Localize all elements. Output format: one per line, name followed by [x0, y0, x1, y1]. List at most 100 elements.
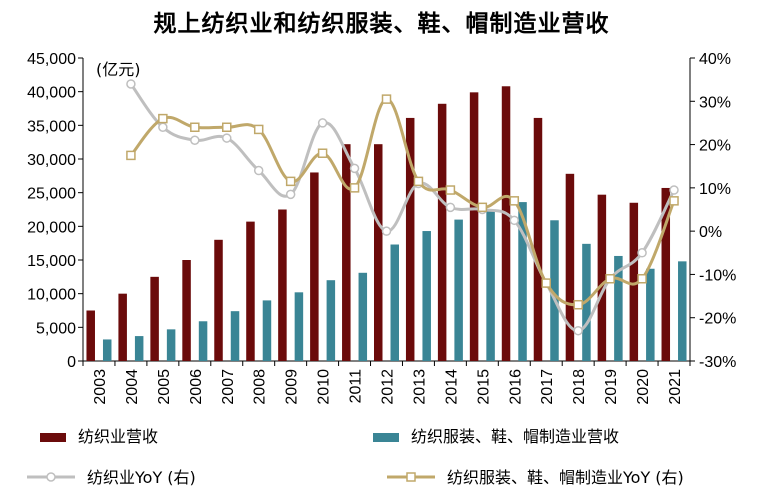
textile-yoy-point-2009 — [285, 189, 296, 200]
bar-apparel-2007 — [230, 311, 240, 361]
left-tick-label: 45,000 — [27, 51, 76, 68]
apparel-yoy-point-2008 — [253, 124, 264, 135]
bar-textile-2018 — [565, 173, 575, 361]
right-tick-label: 0% — [699, 224, 722, 241]
x-tick-label: 2010 — [316, 369, 333, 405]
apparel-yoy-line — [129, 97, 676, 307]
bar-apparel-2016 — [518, 202, 527, 361]
bar-textile-2008 — [246, 221, 255, 361]
bar-textile-2014 — [437, 103, 447, 361]
textile-yoy-point-2008 — [253, 165, 264, 176]
legend-apparel-revenue-label: 纺织服装、鞋、帽制造业营收 — [411, 427, 619, 446]
x-tick-label: 2007 — [220, 369, 237, 405]
bar-apparel-2017 — [550, 220, 559, 361]
bar-textile-2017 — [533, 117, 543, 361]
x-tick-label: 2013 — [411, 369, 428, 405]
textile-yoy-point-2005 — [158, 122, 168, 133]
x-tick-label: 2006 — [188, 369, 205, 405]
textile-yoy-point-2012 — [381, 226, 392, 236]
bar-textile-2016 — [501, 86, 511, 361]
apparel-yoy-point-2007 — [222, 122, 232, 133]
apparel-yoy-point-2020 — [637, 274, 647, 284]
textile-yoy-point-2007 — [222, 133, 232, 143]
right-tick-label: 30% — [699, 94, 731, 111]
x-tick-label: 2015 — [475, 369, 492, 405]
left-tick-label: 5,000 — [36, 320, 76, 337]
left-tick-label: 25,000 — [27, 186, 76, 203]
bar-textile-2021 — [661, 187, 671, 361]
bar-textile-2019 — [597, 194, 607, 361]
bar-textile-2005 — [150, 276, 159, 361]
x-tick-label: 2005 — [156, 369, 173, 405]
x-tick-label: 2018 — [571, 369, 588, 405]
bar-textile-2009 — [278, 209, 287, 361]
left-tick-label: 40,000 — [27, 85, 76, 102]
left-tick-label: 35,000 — [27, 118, 76, 135]
left-tick-label: 20,000 — [27, 219, 76, 236]
textile-yoy-point-2014 — [445, 202, 456, 213]
textile-yoy-point-2004 — [126, 79, 136, 89]
legend-apparel-yoy-marker — [406, 472, 416, 482]
left-tick-label: 0 — [67, 354, 76, 371]
tick-labels: 0 5,000 10,000 15,000 20,000 25,000 30,000 35,0… — [27, 51, 736, 405]
right-tick-label: 20% — [699, 138, 731, 155]
bar-textile-2011 — [342, 144, 351, 361]
chart-title: 规上纺织业和纺织服装、鞋、帽制造业营收 — [153, 11, 610, 37]
x-tick-label: 2019 — [603, 369, 620, 405]
x-tick-label: 2008 — [252, 369, 269, 405]
bar-apparel-2014 — [454, 219, 463, 361]
bar-textile-2006 — [182, 260, 191, 361]
apparel-yoy-point-2016 — [509, 196, 520, 206]
bars — [86, 86, 687, 361]
apparel-yoy-point-2011 — [349, 183, 360, 193]
legend-textile-revenue-swatch — [40, 433, 66, 442]
x-tick-label: 2021 — [667, 369, 684, 405]
bar-textile-2004 — [118, 293, 127, 361]
bar-apparel-2010 — [326, 280, 336, 361]
bar-apparel-2009 — [294, 292, 304, 361]
right-tick-label: -30% — [699, 354, 736, 371]
x-tick-label: 2012 — [380, 369, 397, 405]
apparel-yoy-point-2013 — [413, 176, 424, 187]
x-tick-label: 2020 — [635, 369, 652, 405]
apparel-yoy-point-2012 — [381, 94, 392, 104]
textile-yoy-point-2010 — [317, 118, 328, 128]
x-tick-label: 2014 — [443, 369, 460, 405]
textile-yoy-point-2021 — [669, 185, 679, 195]
apparel-yoy-point-2010 — [317, 148, 328, 158]
textile-yoy-point-2020 — [637, 248, 647, 258]
bar-apparel-2008 — [262, 300, 272, 361]
x-tick-label: 2003 — [92, 369, 109, 405]
apparel-yoy-point-2017 — [541, 278, 551, 288]
legend-textile-yoy-label: 纺织业YoY (右) — [87, 468, 196, 487]
left-tick-label: 10,000 — [27, 287, 76, 304]
bar-textile-2013 — [405, 117, 415, 361]
apparel-yoy-point-2005 — [158, 113, 168, 124]
x-tick-label: 2017 — [539, 369, 556, 405]
bar-textile-2007 — [214, 239, 223, 361]
x-tick-label: 2011 — [348, 369, 365, 404]
lines — [126, 79, 679, 336]
unit-label: (亿元) — [96, 60, 141, 79]
textile-yoy-point-2011 — [349, 163, 360, 174]
apparel-yoy-point-2006 — [190, 122, 200, 133]
apparel-yoy-point-2015 — [477, 202, 488, 213]
bar-apparel-2012 — [390, 244, 399, 361]
right-tick-label: -20% — [699, 311, 736, 328]
bar-textile-2012 — [374, 144, 383, 361]
x-tick-label: 2009 — [284, 369, 301, 405]
right-tick-label: 40% — [699, 51, 731, 68]
bar-apparel-2011 — [358, 272, 368, 361]
apparel-yoy-point-2018 — [573, 299, 583, 310]
textile-yoy-point-2016 — [509, 215, 520, 226]
bar-textile-2015 — [469, 92, 479, 361]
right-tick-label: -10% — [699, 267, 736, 284]
right-tick-label: 10% — [699, 181, 731, 198]
apparel-yoy-point-2014 — [445, 185, 456, 195]
bar-apparel-2003 — [102, 339, 112, 361]
apparel-yoy-point-2009 — [285, 176, 296, 187]
bar-textile-2020 — [629, 202, 639, 361]
apparel-yoy-point-2004 — [126, 150, 136, 161]
bar-apparel-2006 — [198, 321, 208, 361]
